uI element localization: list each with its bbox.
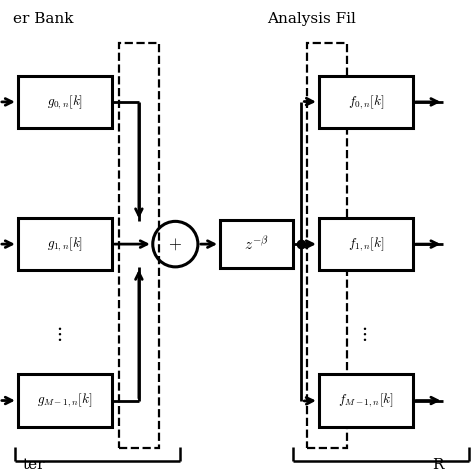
Text: $z^{-\beta}$: $z^{-\beta}$: [244, 235, 269, 253]
FancyBboxPatch shape: [18, 374, 112, 427]
Text: $g_{0,n}[k]$: $g_{0,n}[k]$: [47, 93, 83, 111]
Text: $f_{0,n}[k]$: $f_{0,n}[k]$: [348, 93, 384, 111]
Text: $f_{M-1,n}[k]$: $f_{M-1,n}[k]$: [338, 392, 393, 410]
Text: $\vdots$: $\vdots$: [359, 325, 368, 343]
Text: R: R: [432, 457, 443, 472]
Text: $g_{M-1,n}[k]$: $g_{M-1,n}[k]$: [37, 392, 92, 410]
Text: er Bank: er Bank: [13, 12, 73, 26]
FancyBboxPatch shape: [319, 76, 413, 128]
Text: $\vdots$: $\vdots$: [54, 325, 62, 343]
FancyBboxPatch shape: [18, 76, 112, 128]
Text: $+$: $+$: [168, 236, 182, 253]
Text: $f_{1,n}[k]$: $f_{1,n}[k]$: [348, 235, 384, 253]
FancyBboxPatch shape: [220, 220, 293, 268]
FancyBboxPatch shape: [319, 218, 413, 270]
FancyBboxPatch shape: [18, 218, 112, 270]
Text: $g_{1,n}[k]$: $g_{1,n}[k]$: [47, 235, 83, 253]
FancyBboxPatch shape: [319, 374, 413, 427]
Text: ter: ter: [22, 457, 45, 472]
Text: Analysis Fil: Analysis Fil: [267, 12, 356, 26]
